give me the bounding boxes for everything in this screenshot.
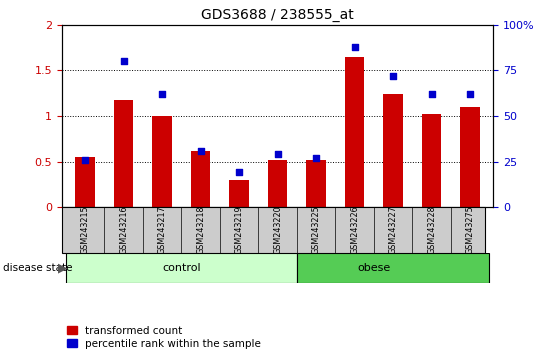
Text: GSM243220: GSM243220	[273, 206, 282, 255]
Bar	[307, 160, 326, 207]
Point	[427, 91, 436, 97]
Bar	[75, 157, 95, 207]
Bar	[268, 160, 287, 207]
Bar	[422, 114, 441, 207]
Point	[273, 152, 282, 157]
Text: GSM243275: GSM243275	[466, 206, 474, 255]
Point	[196, 148, 205, 153]
Point	[466, 91, 474, 97]
Text: control: control	[162, 263, 201, 273]
Point	[158, 91, 167, 97]
Point	[119, 58, 128, 64]
Text: obese: obese	[357, 263, 390, 273]
Bar	[191, 150, 210, 207]
Text: disease state: disease state	[3, 263, 72, 273]
Legend: transformed count, percentile rank within the sample: transformed count, percentile rank withi…	[67, 326, 261, 349]
Point	[81, 157, 89, 162]
Text: GSM243215: GSM243215	[81, 206, 89, 255]
Bar	[66, 253, 297, 283]
Text: GSM243216: GSM243216	[119, 206, 128, 255]
Point	[350, 44, 359, 50]
Bar	[383, 94, 403, 207]
Text: ▶: ▶	[58, 262, 68, 274]
Point	[235, 170, 244, 175]
Text: GSM243225: GSM243225	[312, 206, 321, 255]
Text: GSM243226: GSM243226	[350, 206, 359, 255]
Text: GSM243227: GSM243227	[389, 206, 398, 255]
Bar	[153, 116, 172, 207]
Text: GSM243217: GSM243217	[157, 206, 167, 255]
Bar	[345, 57, 364, 207]
Point	[389, 73, 397, 79]
Bar	[114, 99, 133, 207]
Text: GSM243228: GSM243228	[427, 206, 436, 255]
Bar	[230, 180, 248, 207]
Bar	[460, 107, 480, 207]
Point	[312, 155, 320, 161]
Bar	[297, 253, 489, 283]
Text: GSM243219: GSM243219	[234, 206, 244, 255]
Text: GSM243218: GSM243218	[196, 206, 205, 255]
Title: GDS3688 / 238555_at: GDS3688 / 238555_at	[201, 8, 354, 22]
